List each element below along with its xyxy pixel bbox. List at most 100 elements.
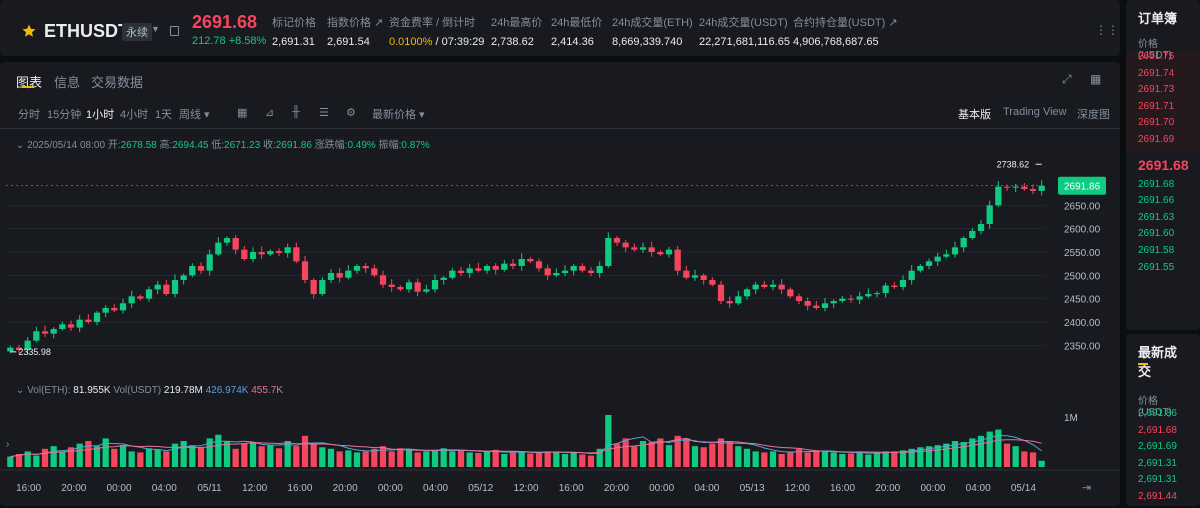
candle-body	[553, 273, 560, 276]
candle-body	[397, 287, 404, 290]
volume-bar	[960, 442, 967, 467]
x-tick-label: 00:00	[920, 483, 945, 494]
high-marker-label: 2738.62	[997, 159, 1030, 169]
volume-bar	[163, 451, 170, 467]
candle-body	[440, 277, 447, 280]
volume-bar	[925, 446, 933, 467]
volume-bar	[561, 454, 569, 467]
price-type-select[interactable]: 最新价格 ▾	[372, 109, 425, 121]
volume-bar	[145, 448, 153, 467]
volume-bar	[865, 454, 872, 467]
stat-value: 2,738.62	[491, 36, 534, 48]
volume-bar	[431, 449, 439, 467]
drawing-tools-icon[interactable]: ☰	[319, 107, 329, 119]
ask-row[interactable]: 2691.70	[1138, 117, 1175, 129]
candle-body	[457, 270, 465, 273]
candle-body	[1038, 185, 1045, 191]
timeframe-1h[interactable]: 1小时	[86, 109, 115, 121]
y-tick-label: 2550.00	[1064, 248, 1101, 259]
stat-value: 4,906,768,687.65	[793, 36, 879, 48]
view-depth[interactable]: 深度图	[1077, 109, 1110, 121]
order-book-last-price: 2691.68	[1138, 156, 1189, 173]
vol-ma1-value: 426.974K	[205, 385, 249, 396]
collapse-icon[interactable]: ⌄	[16, 385, 28, 396]
calendar-icon[interactable]: ▦	[237, 107, 248, 119]
bid-row[interactable]: 2691.58	[1138, 244, 1175, 256]
ask-row[interactable]: 2691.74	[1138, 67, 1175, 79]
bid-row[interactable]: 2691.63	[1138, 211, 1175, 223]
funding-countdown: / 07:39:29	[432, 36, 485, 48]
volume-bar	[726, 441, 733, 467]
volume-bar	[674, 435, 681, 467]
expand-icon[interactable]: ⤢	[1062, 72, 1072, 86]
stat-open-interest[interactable]: 合约持仓量(USDT) ↗ 4,906,768,687.65	[793, 14, 898, 48]
settings-icon[interactable]: ⚙	[346, 107, 356, 119]
star-icon[interactable]	[22, 24, 36, 38]
candle-body	[917, 266, 924, 271]
stat-index-price[interactable]: 指数价格 ↗ 2,691.54	[327, 14, 383, 48]
book-icon[interactable]	[170, 26, 179, 36]
timeframe-15m[interactable]: 15分钟	[47, 109, 82, 121]
candle-body	[483, 266, 491, 271]
more-icon[interactable]: ⋮⋮	[1095, 23, 1119, 37]
candle-body	[995, 186, 1002, 206]
timeframe-time[interactable]: 分时	[18, 109, 40, 121]
view-tradingview[interactable]: Trading View	[1003, 106, 1067, 118]
layout-icon[interactable]: ▦	[1090, 72, 1102, 86]
volume-ma-line	[10, 434, 1042, 458]
ask-row[interactable]: 2691.73	[1138, 84, 1175, 96]
vol-eth-value: 81.955K	[73, 385, 111, 396]
indicator-icon[interactable]: ⊿	[265, 107, 275, 119]
x-tick-label: 00:00	[649, 483, 674, 494]
timeframe-1d[interactable]: 1天	[155, 109, 173, 121]
ask-row[interactable]: 2691.71	[1138, 100, 1175, 112]
ask-row[interactable]: 2691.69	[1138, 133, 1175, 145]
x-tick-label: 12:00	[785, 483, 810, 494]
candle-body	[700, 275, 707, 280]
collapse-icon[interactable]: ⌄	[16, 140, 28, 151]
candle-body	[804, 301, 811, 306]
x-tick-label: 20:00	[61, 483, 86, 494]
volume-bar	[579, 454, 586, 467]
bid-row[interactable]: 2691.68	[1138, 178, 1175, 190]
candle-body	[241, 249, 248, 259]
vol-usdt-label: Vol(USDT)	[113, 385, 162, 396]
symbol-name[interactable]: ETHUSDT	[44, 21, 129, 41]
volume-bar	[137, 452, 144, 467]
x-tick-label: 05/12	[468, 483, 493, 494]
stat-label: 24h成交量(ETH)	[612, 17, 693, 29]
stat-label: 24h最低价	[551, 17, 603, 29]
candle-body	[67, 324, 75, 328]
tab-info[interactable]: 信息	[54, 75, 81, 90]
bid-row[interactable]: 2691.55	[1138, 261, 1175, 273]
candle-body	[111, 308, 118, 311]
volume-bar	[509, 452, 517, 467]
volume-bar	[310, 443, 317, 467]
timeframe-week[interactable]: 周线 ▾	[179, 109, 210, 121]
volume-legend: ⌄ Vol(ETH): 81.955K Vol(USDT) 219.78M 42…	[16, 385, 283, 396]
amplitude-label: 振幅:	[378, 140, 402, 151]
candle-body	[466, 268, 473, 273]
stat-24h-volume-eth: 24h成交量(ETH) 8,669,339.740	[612, 14, 693, 48]
active-tab-indicator	[22, 86, 34, 88]
candle-body	[873, 293, 881, 295]
view-basic[interactable]: 基本版	[958, 109, 991, 121]
candle-type-icon[interactable]: ╫	[292, 106, 300, 118]
ask-row[interactable]: 2691.75	[1138, 51, 1175, 62]
tab-chart[interactable]: 图表	[16, 75, 43, 90]
stat-value: 2,691.54	[327, 36, 370, 48]
candle-body	[388, 284, 395, 287]
candle-body	[769, 284, 777, 287]
bid-row[interactable]: 2691.60	[1138, 228, 1175, 240]
y-tick-label: 2350.00	[1064, 341, 1101, 352]
volume-bar	[15, 454, 23, 467]
timeframe-4h[interactable]: 4小时	[120, 109, 149, 121]
volume-bar	[839, 454, 846, 467]
stat-label: 标记价格	[272, 17, 316, 29]
volume-bar	[804, 452, 811, 467]
tab-trading-data[interactable]: 交易数据	[91, 75, 144, 90]
chevron-down-icon[interactable]: ▼	[151, 24, 160, 34]
volume-bar	[336, 451, 343, 467]
candle-body	[414, 282, 421, 292]
bid-row[interactable]: 2691.66	[1138, 195, 1175, 207]
